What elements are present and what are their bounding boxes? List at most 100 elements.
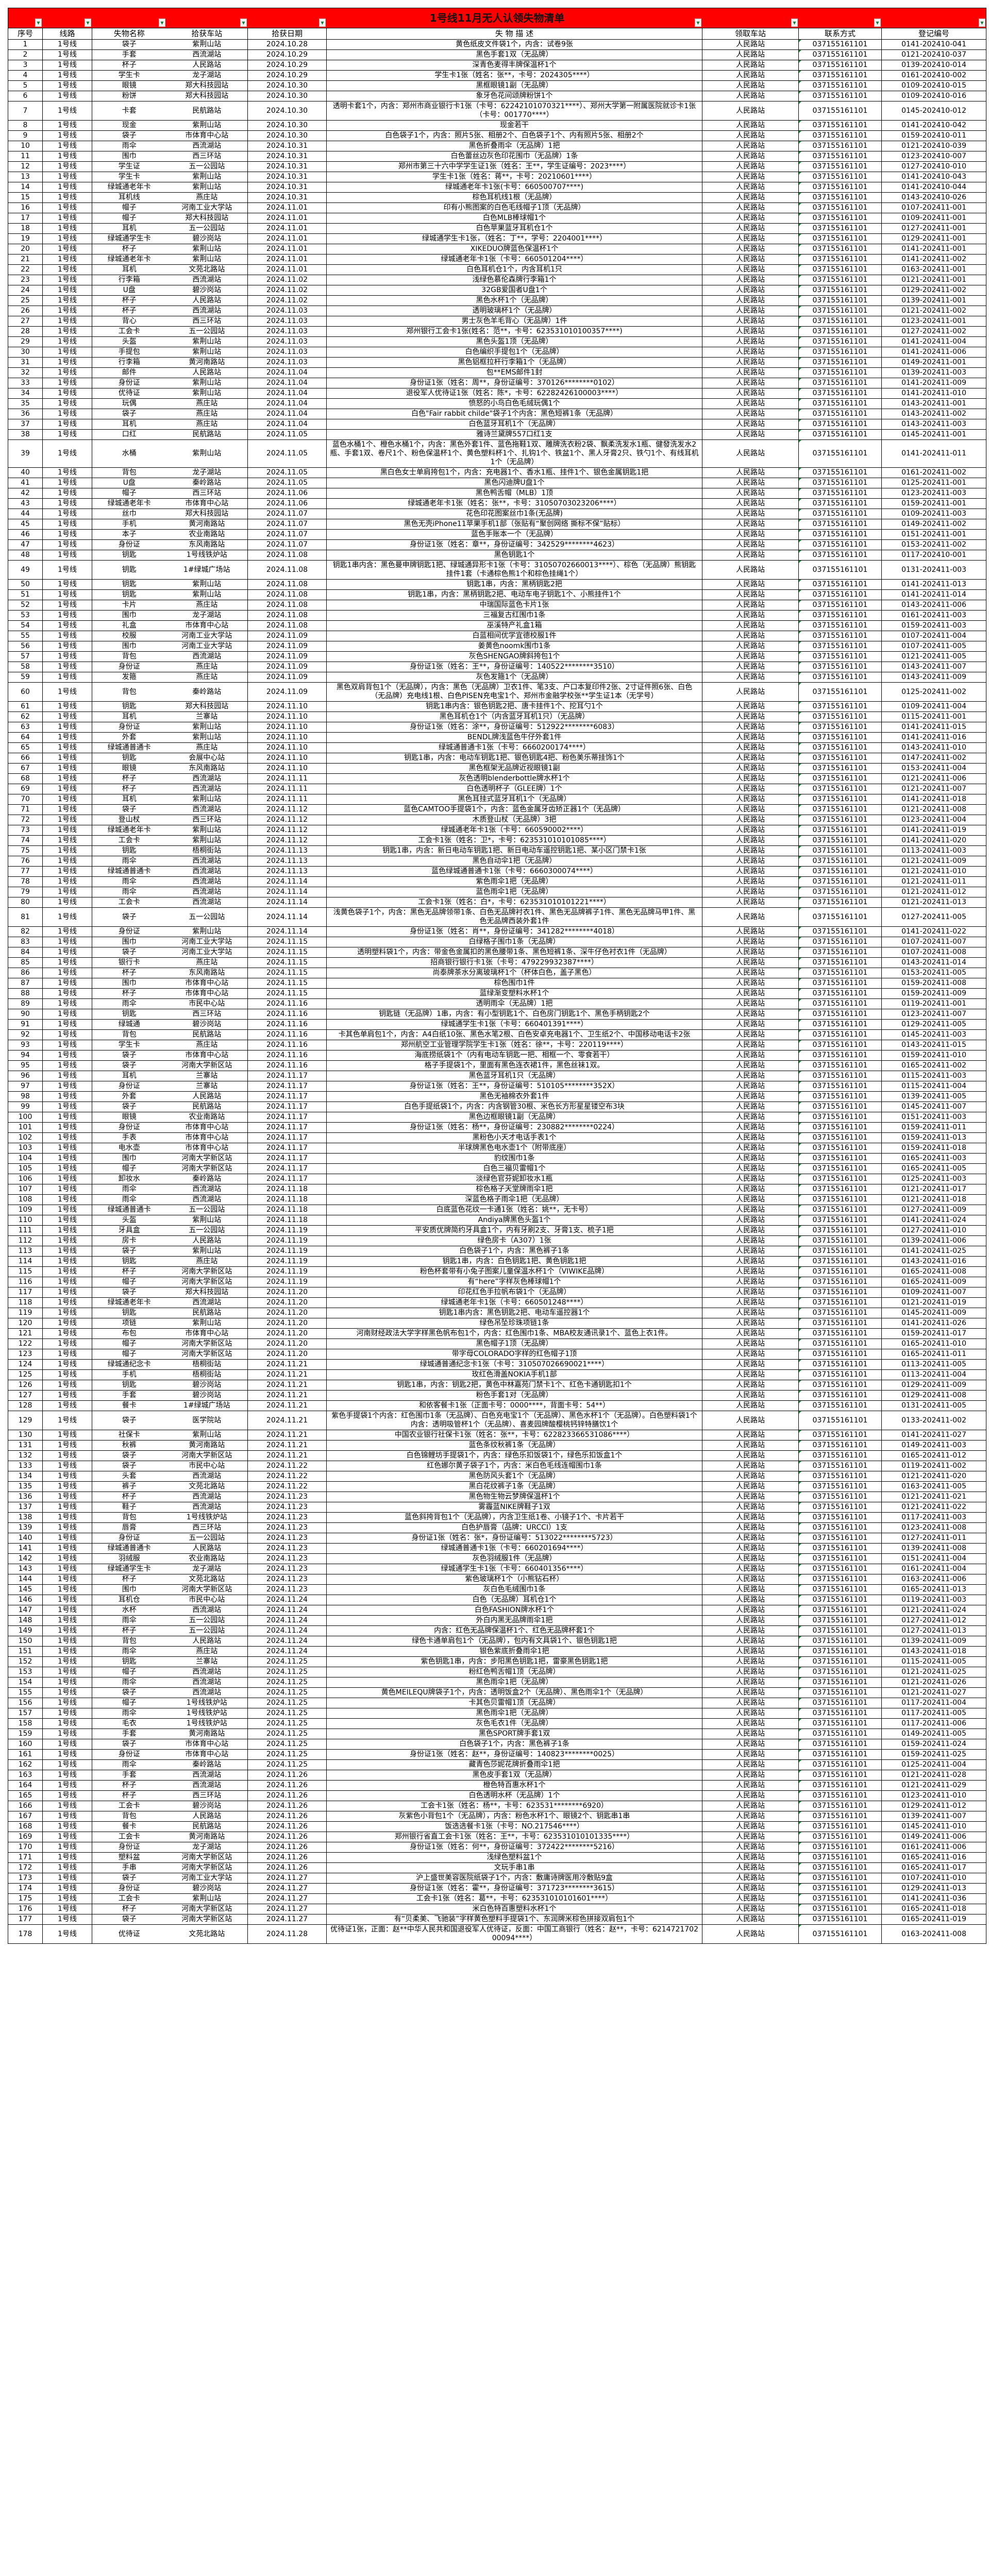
cell-item-description[interactable]: 学生卡1张（姓名：蒋**，卡号：20210601****） — [326, 172, 702, 182]
cell-contact[interactable]: 037155161101 — [798, 326, 882, 337]
cell-found-date[interactable]: 2024.11.17 — [247, 1122, 327, 1133]
cell-pickup-station[interactable]: 人民路站 — [702, 192, 799, 203]
cell-found-date[interactable]: 2024.10.29 — [247, 70, 327, 81]
cell-serial-number[interactable]: 132 — [8, 1450, 43, 1461]
cell-contact[interactable]: 037155161101 — [798, 378, 882, 388]
cell-found-station[interactable]: 河南大学新区站 — [166, 1450, 248, 1461]
cell-registration-number[interactable]: 0165-202411-018 — [881, 1904, 987, 1914]
cell-contact[interactable]: 037155161101 — [798, 1770, 882, 1781]
cell-contact[interactable]: 037155161101 — [798, 1040, 882, 1050]
cell-serial-number[interactable]: 71 — [8, 804, 43, 815]
cell-serial-number[interactable]: 17 — [8, 213, 43, 224]
cell-item-name[interactable]: 身份证 — [92, 539, 166, 550]
cell-found-station[interactable]: 民航路站 — [166, 1821, 248, 1832]
cell-found-station[interactable]: 人民路站 — [166, 1543, 248, 1554]
table-row[interactable]: 46 1号线 本子 农业南路站 2024.11.07 蓝色手账本一个（无品牌） 人民路站 03… — [8, 529, 987, 540]
cell-line[interactable]: 1号线 — [42, 1050, 92, 1061]
cell-found-date[interactable]: 2024.11.03 — [247, 336, 327, 347]
cell-item-name[interactable]: 背包 — [92, 651, 166, 662]
cell-pickup-station[interactable]: 人民路站 — [702, 91, 799, 101]
cell-pickup-station[interactable]: 人民路站 — [702, 998, 799, 1009]
cell-found-station[interactable]: 兰寨站 — [166, 1071, 248, 1081]
cell-item-name[interactable]: 杯子 — [92, 1574, 166, 1585]
cell-found-station[interactable]: 文苑北路站 — [166, 1924, 248, 1944]
cell-found-date[interactable]: 2024.11.25 — [247, 1687, 327, 1698]
cell-item-name[interactable]: 耳机 — [92, 419, 166, 430]
table-row[interactable]: 17 1号线 帽子 郑大科技园站 2024.11.01 白色MLB棒球帽1个 人民路站 037… — [8, 213, 987, 224]
cell-found-station[interactable]: 西流湖站 — [166, 856, 248, 867]
cell-serial-number[interactable]: 165 — [8, 1790, 43, 1801]
cell-found-date[interactable]: 2024.11.14 — [247, 887, 327, 897]
cell-contact[interactable]: 037155161101 — [798, 1821, 882, 1832]
cell-line[interactable]: 1号线 — [42, 141, 92, 151]
table-row[interactable]: 147 1号线 水杯 西流湖站 2024.11.24 白色FASHION牌水杯1个 人民路站… — [8, 1605, 987, 1616]
cell-contact[interactable]: 037155161101 — [798, 1883, 882, 1894]
cell-pickup-station[interactable]: 人民路站 — [702, 773, 799, 784]
cell-serial-number[interactable]: 8 — [8, 120, 43, 131]
cell-pickup-station[interactable]: 人民路站 — [702, 711, 799, 722]
table-row[interactable]: 15 1号线 耳机线 燕庄站 2024.10.31 棕色耳机线1根（无品牌） 人民路站 037… — [8, 192, 987, 203]
cell-pickup-station[interactable]: 人民路站 — [702, 1564, 799, 1574]
cell-pickup-station[interactable]: 人民路站 — [702, 620, 799, 631]
cell-item-description[interactable]: 身份证1张（姓名：涂**，身份证编号：512922********6083） — [326, 722, 702, 733]
cell-line[interactable]: 1号线 — [42, 1112, 92, 1123]
cell-item-description[interactable]: 现金若干 — [326, 120, 702, 131]
cell-found-date[interactable]: 2024.11.08 — [247, 550, 327, 561]
cell-serial-number[interactable]: 14 — [8, 182, 43, 193]
table-row[interactable]: 136 1号线 杯子 西流湖站 2024.11.23 黑色物生物云梦牌保温杯1个 人民路站 0… — [8, 1492, 987, 1502]
cell-item-name[interactable]: 手机 — [92, 519, 166, 530]
cell-item-description[interactable]: 有“贝柔美、飞驰装”字样黄色塑料手提袋1个、东润牌米棕色拼接双肩包1个 — [326, 1914, 702, 1925]
cell-item-name[interactable]: 绿城通老年卡 — [92, 825, 166, 836]
cell-item-description[interactable]: 灰紫色小背包1个（无品牌），内含：粉色水杯1个、眼镜2个、钥匙串1串 — [326, 1811, 702, 1822]
cell-line[interactable]: 1号线 — [42, 1440, 92, 1451]
table-row[interactable]: 24 1号线 U盘 碧沙岗站 2024.11.02 32GB爱国者U盘1个 人民路站 0371… — [8, 285, 987, 296]
cell-item-description[interactable]: 粉色杯套带有小兔子图案儿童保温水杯1个（VIWIKE品牌） — [326, 1266, 702, 1277]
cell-pickup-station[interactable]: 人民路站 — [702, 1071, 799, 1081]
cell-registration-number[interactable]: 0139-202411-003 — [881, 367, 987, 378]
cell-registration-number[interactable]: 0127-202411-010 — [881, 1225, 987, 1236]
cell-registration-number[interactable]: 0161-202411-004 — [881, 1564, 987, 1574]
cell-pickup-station[interactable]: 人民路站 — [702, 1380, 799, 1391]
cell-line[interactable]: 1号线 — [42, 1215, 92, 1226]
table-row[interactable]: 161 1号线 身份证 市体育中心站 2024.11.25 身份证1张（姓名：赵**，身份… — [8, 1749, 987, 1760]
cell-item-description[interactable]: 招商银行银行卡1张（卡号：479229932387****） — [326, 957, 702, 968]
cell-serial-number[interactable]: 140 — [8, 1533, 43, 1544]
cell-item-description[interactable]: 黑色无袖棉衣外套1件 — [326, 1091, 702, 1102]
cell-item-description[interactable]: 有“here”字样灰色棒球帽1个 — [326, 1277, 702, 1287]
cell-line[interactable]: 1号线 — [42, 1667, 92, 1677]
cell-line[interactable]: 1号线 — [42, 1225, 92, 1236]
cell-serial-number[interactable]: 145 — [8, 1584, 43, 1595]
cell-line[interactable]: 1号线 — [42, 357, 92, 368]
cell-found-date[interactable]: 2024.11.23 — [247, 1564, 327, 1574]
cell-contact[interactable]: 037155161101 — [798, 1646, 882, 1657]
cell-found-date[interactable]: 2024.11.23 — [247, 1533, 327, 1544]
cell-item-description[interactable]: 印花红色手拉帆布袋1个（无品牌） — [326, 1287, 702, 1298]
cell-found-station[interactable]: 人民路站 — [166, 60, 248, 71]
cell-line[interactable]: 1号线 — [42, 1205, 92, 1215]
cell-serial-number[interactable]: 29 — [8, 336, 43, 347]
cell-item-description[interactable]: XIKEDUO牌蓝色保温杯1个 — [326, 244, 702, 255]
cell-line[interactable]: 1号线 — [42, 1656, 92, 1667]
cell-found-date[interactable]: 2024.11.16 — [247, 998, 327, 1009]
cell-serial-number[interactable]: 27 — [8, 316, 43, 327]
cell-contact[interactable]: 037155161101 — [798, 1277, 882, 1287]
cell-found-station[interactable]: 河南大学新区站 — [166, 1266, 248, 1277]
cell-serial-number[interactable]: 92 — [8, 1029, 43, 1040]
cell-registration-number[interactable]: 0121-202411-020 — [881, 1471, 987, 1482]
cell-registration-number[interactable]: 0121-202411-010 — [881, 866, 987, 877]
table-row[interactable]: 36 1号线 袋子 燕庄站 2024.11.04 白色"Fair rabbit child… — [8, 409, 987, 419]
cell-pickup-station[interactable]: 人民路站 — [702, 120, 799, 131]
cell-found-date[interactable]: 2024.11.16 — [247, 1019, 327, 1030]
cell-found-date[interactable]: 2024.11.22 — [247, 1461, 327, 1471]
cell-item-description[interactable]: 黑白花纹裤子1条（无品牌） — [326, 1481, 702, 1492]
cell-item-name[interactable]: 钥匙 — [92, 579, 166, 590]
cell-item-description[interactable]: 绿城通老年卡1张（卡号：660590002****） — [326, 825, 702, 836]
cell-found-date[interactable]: 2024.11.27 — [247, 1883, 327, 1894]
cell-item-name[interactable]: 手表 — [92, 1132, 166, 1143]
cell-registration-number[interactable]: 0119-202411-003 — [881, 1595, 987, 1605]
cell-found-station[interactable]: 紫荆山站 — [166, 1246, 248, 1257]
cell-item-description[interactable]: 藏青色莎妮花牌折叠雨伞1把 — [326, 1759, 702, 1770]
cell-line[interactable]: 1号线 — [42, 1492, 92, 1502]
cell-item-name[interactable]: 本子 — [92, 529, 166, 540]
table-row[interactable]: 97 1号线 身份证 兰寨站 2024.11.17 身份证1张（姓名：王**，身份证编号：… — [8, 1081, 987, 1092]
